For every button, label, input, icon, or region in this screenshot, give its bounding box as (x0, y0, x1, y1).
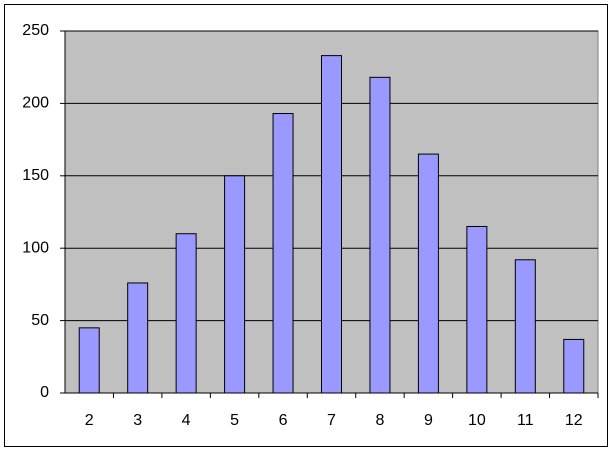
x-tick-label: 3 (133, 412, 142, 429)
bar (563, 338, 585, 394)
x-tick-label: 8 (376, 412, 385, 429)
bar (175, 233, 197, 394)
bar (417, 153, 439, 394)
x-tick-label: 9 (424, 412, 433, 429)
x-tick-label: 12 (565, 412, 583, 429)
bar (466, 225, 488, 394)
bar (224, 175, 246, 394)
y-tick-label: 200 (22, 95, 49, 112)
y-tick-label: 0 (40, 384, 49, 401)
bar (78, 327, 100, 394)
y-tick-label: 250 (22, 22, 49, 39)
bar (272, 113, 294, 394)
bar (514, 259, 536, 394)
y-tick-label: 50 (31, 312, 49, 329)
x-tick-label: 7 (327, 412, 336, 429)
y-tick-label: 150 (22, 167, 49, 184)
x-tick-label: 6 (279, 412, 288, 429)
x-tick-label: 5 (230, 412, 239, 429)
x-tick-label: 2 (85, 412, 94, 429)
x-tick-label: 11 (517, 412, 534, 429)
bar (369, 76, 391, 394)
x-tick-label: 4 (182, 412, 191, 429)
bar (321, 55, 342, 394)
x-tick-label: 10 (468, 412, 486, 429)
bar (127, 282, 149, 394)
y-tick-label: 100 (22, 239, 49, 256)
